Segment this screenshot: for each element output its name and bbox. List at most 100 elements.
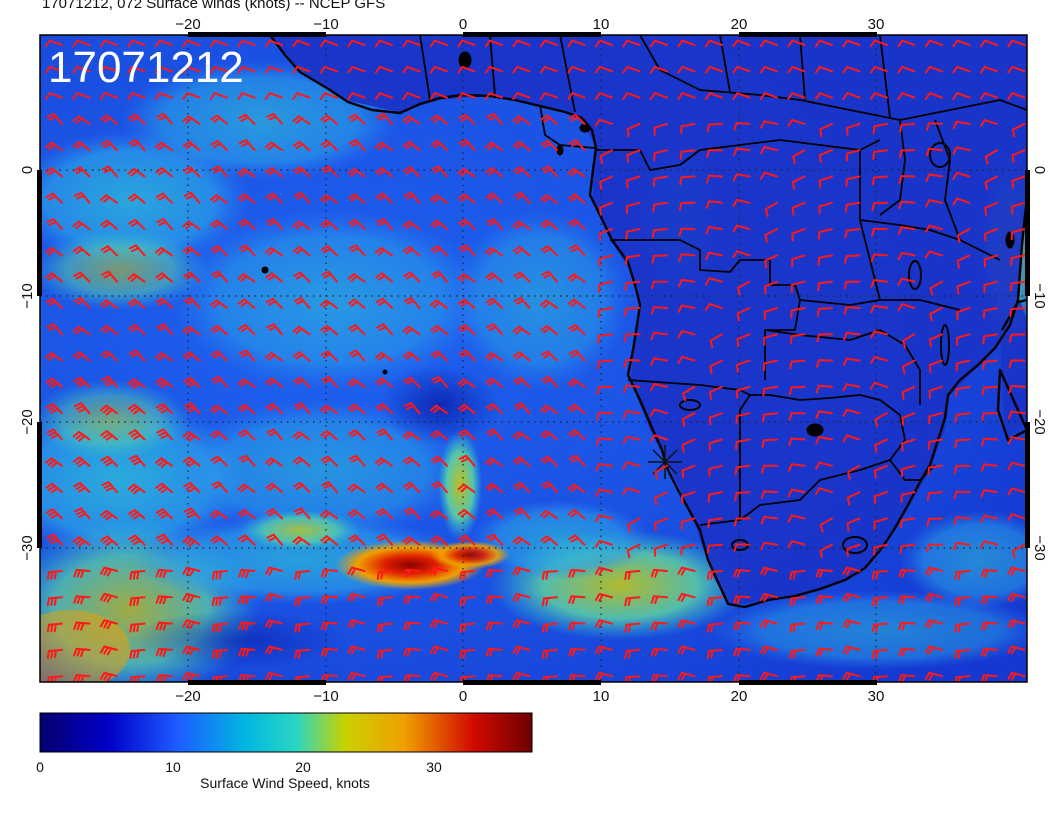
wind-barb [374, 92, 393, 100]
wind-barb [45, 246, 63, 257]
wind-barb [624, 570, 641, 580]
wind-barb [622, 410, 641, 419]
wind-barb [486, 533, 503, 546]
wind-barb [44, 65, 63, 74]
wind-barb [347, 403, 366, 415]
wind-barb [457, 168, 476, 178]
wind-barb [650, 331, 668, 341]
wind-barb [817, 254, 833, 266]
wind-barb [72, 115, 91, 125]
wind-barb [926, 543, 943, 553]
wind-barb [210, 535, 228, 546]
wind-barb [980, 514, 998, 523]
wind-barb [347, 39, 366, 48]
wind-barb [47, 675, 63, 682]
wind-barb [347, 92, 366, 100]
wind-barb [457, 65, 476, 74]
wind-barb [155, 508, 173, 520]
wind-barb [513, 481, 531, 494]
wind-barb [347, 378, 366, 388]
wind-barb [789, 622, 806, 633]
wind-barb [237, 378, 256, 388]
wind-barb [155, 272, 173, 283]
wind-barb [209, 39, 228, 48]
wind-barb [99, 671, 118, 682]
wind-barb [73, 376, 91, 388]
lon-label-bottom: 10 [593, 688, 610, 705]
wind-barb [568, 454, 586, 467]
wind-barb [650, 621, 668, 631]
wind-barb [787, 65, 806, 74]
wind-barb [155, 674, 173, 682]
wind-barb [678, 253, 696, 262]
wind-barb [458, 454, 476, 467]
wind-barb [127, 168, 146, 178]
wind-barb [818, 175, 833, 189]
wind-barb [789, 333, 806, 345]
wind-barb [320, 350, 338, 362]
wind-barb [73, 402, 91, 415]
wind-barb [44, 39, 63, 48]
wind-barb [347, 65, 366, 74]
wind-barb [45, 482, 63, 494]
wind-barb [759, 645, 778, 655]
wind-barb [457, 273, 476, 283]
wind-barb [622, 39, 641, 48]
wind-barb [540, 404, 558, 415]
wind-barb [264, 645, 283, 655]
wind-barb [737, 280, 751, 296]
wind-barb [264, 619, 283, 629]
wind-barb [925, 199, 943, 208]
wind-barb [182, 39, 201, 48]
wind-barb [870, 304, 888, 314]
wind-barb [513, 166, 531, 178]
wind-barb [924, 671, 943, 681]
wind-barb [73, 674, 91, 682]
wind-barb [897, 92, 916, 100]
wind-barb [952, 146, 971, 155]
wind-barb [73, 481, 91, 494]
wind-barb [762, 359, 778, 372]
wind-barb [431, 481, 448, 494]
wind-barb [375, 482, 393, 494]
lat-label-left: −20 [19, 409, 36, 434]
wind-barb [238, 349, 256, 362]
wind-barb [847, 464, 861, 480]
wind-barb [678, 201, 696, 211]
wind-barb [265, 508, 283, 520]
wind-barb [541, 570, 558, 580]
wind-barb [706, 149, 723, 158]
wind-barb [815, 410, 833, 419]
wind-barb [568, 324, 586, 336]
wind-barb [264, 92, 283, 100]
wind-barb [292, 220, 311, 231]
wind-barb [101, 270, 118, 283]
wind-barb [429, 592, 448, 602]
wind-barb [320, 194, 338, 204]
wind-barb [1007, 619, 1026, 629]
wind-barb [623, 384, 641, 394]
wind-barb [402, 65, 421, 74]
wind-barb [594, 539, 613, 548]
wind-barb [677, 65, 696, 74]
wind-barb [897, 226, 916, 235]
wind-barb [512, 325, 531, 336]
wind-barb [347, 509, 366, 520]
wind-barb [845, 149, 861, 162]
wind-barb [320, 245, 338, 257]
wind-barb [844, 254, 861, 264]
wind-barb [897, 277, 916, 286]
wind-barb [677, 92, 696, 100]
wind-barb [512, 431, 531, 441]
wind-barb [320, 621, 338, 631]
wind-barb [320, 647, 338, 657]
wind-barb [182, 592, 201, 603]
wind-barb [183, 481, 201, 494]
wind-barb [706, 596, 723, 607]
wind-barb [73, 621, 91, 631]
wind-barb [375, 457, 393, 467]
wind-barb [764, 201, 778, 218]
wind-barb [567, 298, 586, 309]
wind-barb [873, 517, 888, 530]
wind-barb [266, 112, 283, 125]
